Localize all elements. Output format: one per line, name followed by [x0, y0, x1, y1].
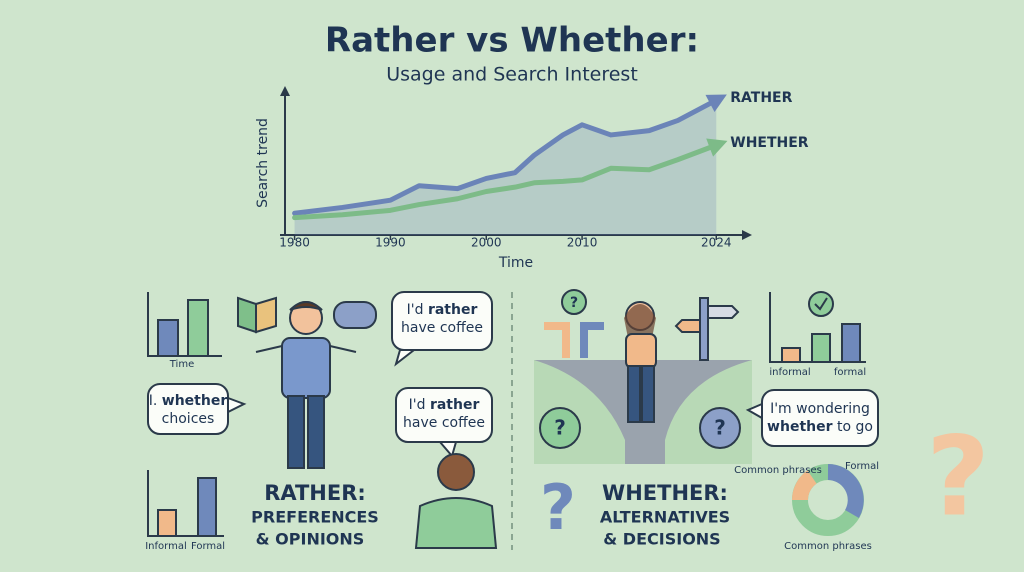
- mini-label: Informal: [145, 541, 187, 552]
- series-line: [292, 142, 719, 221]
- question-circle: [699, 407, 741, 449]
- mini-label: Formal: [191, 541, 225, 552]
- heading: RATHER:: [264, 481, 366, 505]
- x-tick-label: 2000: [471, 236, 502, 250]
- speech-bubble: [761, 389, 879, 447]
- person-leg: [627, 365, 641, 423]
- donut-label: Formal: [845, 461, 879, 472]
- text: I.: [149, 393, 158, 409]
- series-line: [292, 97, 719, 216]
- mini-bar: [197, 477, 217, 537]
- bubble-text: I'd rather: [407, 302, 478, 318]
- book-icon: [255, 296, 277, 334]
- subtitle: Usage and Search Interest: [386, 64, 638, 86]
- line-chart: Search trend Time 1980 1990 2000 2010 2024 RA…: [255, 86, 809, 271]
- heading: WHETHER:: [602, 481, 728, 505]
- mini-label: Time: [169, 359, 194, 370]
- person-leg: [287, 395, 305, 469]
- text-bold: whether: [162, 393, 228, 409]
- mini-bar: [157, 319, 179, 357]
- sign: [674, 319, 701, 333]
- mini-label: informal: [769, 367, 810, 378]
- caption: ALTERNATIVES: [600, 508, 730, 527]
- x-tick-label: 2010: [567, 236, 598, 250]
- caption: PREFERENCES: [251, 508, 379, 527]
- axis-arrow: [742, 230, 752, 240]
- title: Rather vs Whether:: [325, 21, 699, 61]
- mini-bar: [841, 323, 861, 363]
- person-body: [414, 497, 498, 549]
- mini-bar: [781, 347, 801, 363]
- text-bold: whether: [767, 419, 833, 435]
- text: I'd: [409, 397, 426, 413]
- mini-axis: [769, 292, 866, 363]
- bubble-text: I'm wondering: [770, 401, 870, 417]
- bubble-text: choices: [162, 411, 215, 427]
- x-tick-label: 2024: [701, 236, 732, 250]
- bubble-tail: [227, 396, 247, 414]
- person-leg: [307, 395, 325, 469]
- question-circle: [539, 407, 581, 449]
- mini-bar: [157, 509, 177, 537]
- donut-segment: [827, 464, 864, 518]
- right-panel: ? ? ? ? ? WHETHER: ALTERNATIVES & DECISI…: [534, 289, 990, 552]
- donut-label: Common phrases: [734, 465, 822, 476]
- bubble-text: have coffee: [403, 415, 485, 431]
- bubble-text: have coffee: [401, 320, 483, 336]
- bubble-tail: [394, 349, 417, 367]
- area: [294, 100, 717, 236]
- axis-arrow: [280, 86, 290, 96]
- bubble-tail: [437, 441, 458, 459]
- text-bold: rather: [430, 397, 480, 413]
- text: I'd: [407, 302, 424, 318]
- x-axis-label: Time: [498, 255, 533, 271]
- legend-label: RATHER: [730, 90, 792, 106]
- person-hair: [289, 301, 323, 311]
- icon: ?: [570, 295, 578, 311]
- person-body: [625, 333, 657, 369]
- caption: & DECISIONS: [603, 530, 720, 549]
- person-arm: [255, 345, 357, 353]
- arrow-sign: [544, 322, 570, 358]
- arrow-sign: [580, 322, 604, 358]
- mini-bar: [187, 299, 209, 357]
- person-hair: [624, 304, 656, 338]
- icon: ?: [714, 416, 726, 440]
- gamepad-icon: [333, 301, 377, 329]
- check-icon: [814, 297, 828, 311]
- person-body: [281, 337, 331, 399]
- bubble-text: whether to go: [767, 419, 873, 435]
- icon: ?: [554, 416, 566, 440]
- sign-post: [699, 297, 709, 361]
- left-panel: Time I. whether choices I'd rather have …: [145, 291, 498, 552]
- person-head: [437, 453, 475, 491]
- speech-bubble: [391, 291, 493, 351]
- donut-label: Common phrases: [784, 541, 872, 552]
- y-axis-label: Search trend: [255, 118, 271, 208]
- person-leg: [641, 365, 655, 423]
- sign: [707, 305, 740, 319]
- text-bold: rather: [428, 302, 478, 318]
- legend-label: WHETHER: [730, 135, 809, 151]
- bubble-tail: [745, 402, 763, 420]
- x-tick-label: 1990: [375, 236, 406, 250]
- donut-segment: [791, 470, 817, 501]
- text: to go: [837, 419, 873, 435]
- caption: & OPINIONS: [256, 530, 365, 549]
- x-tick-label: 1980: [279, 236, 310, 250]
- bubble-text: I. whether: [149, 393, 228, 409]
- line-arrow: [705, 94, 727, 113]
- question-mark: ?: [926, 412, 990, 540]
- mini-label: formal: [834, 367, 866, 378]
- question-circle: [561, 289, 587, 315]
- mini-bar: [811, 333, 831, 363]
- line-arrow: [706, 138, 728, 157]
- book-icon: [237, 296, 257, 334]
- question-mark: ?: [540, 471, 576, 544]
- bubble-text: I'd rather: [409, 397, 480, 413]
- check-icon: [808, 291, 834, 317]
